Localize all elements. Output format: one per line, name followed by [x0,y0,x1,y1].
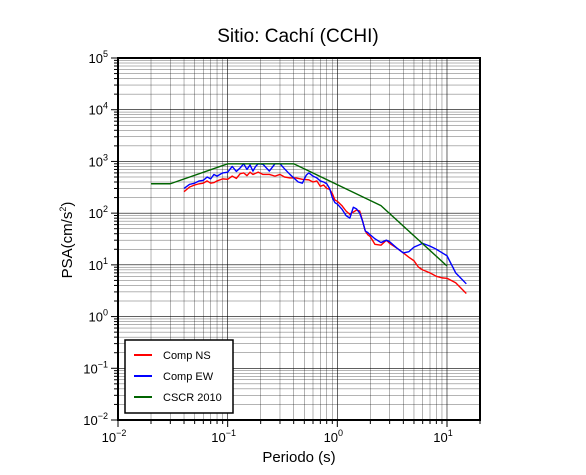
series-layer [151,163,467,294]
y-axis-label-sup: 2 [58,207,68,212]
y-axis-label-end: ) [59,202,76,207]
x-tick-label: 100 [324,428,343,445]
y-axis-label-main: PSA(cm/s [59,212,76,279]
legend: Comp NS Comp EW CSCR 2010 [124,339,234,414]
y-tick-label-exp: 5 [103,49,108,59]
x-tick-label-base: 10 [102,430,116,445]
y-tick-label: 104 [89,101,108,118]
x-tick-label-exp: 1 [448,428,453,438]
y-tick-label-base: 10 [89,103,103,118]
series-line-comp-ns [183,171,467,294]
y-tick-label-base: 10 [83,361,97,376]
y-tick-label: 10−2 [83,411,108,428]
chart-title: Sitio: Cachí (CCHI) [217,26,379,47]
plot-frame [117,57,481,421]
x-tick-label-exp: −1 [226,428,236,438]
y-tick-label-exp: 0 [103,308,108,318]
y-tick-label-base: 10 [89,258,103,273]
legend-label-comp-ns: Comp NS [163,350,211,362]
y-tick-label-exp: 4 [103,101,108,111]
y-tick-label: 103 [89,152,108,169]
legend-items: Comp NS Comp EW CSCR 2010 [134,350,222,404]
y-tick-label-base: 10 [89,51,103,66]
y-tick-label-exp: 3 [103,152,108,162]
series-line-cscr-2010 [151,163,448,267]
y-tick-label: 101 [89,256,108,273]
x-tick-label-base: 10 [324,430,338,445]
y-axis-label: PSA(cm/s2) [58,202,76,279]
y-tick-label-exp: −1 [98,359,108,369]
x-axis-label: Periodo (s) [262,449,335,466]
y-tick-label-base: 10 [89,154,103,169]
x-tick-label: 10−2 [102,428,127,445]
legend-label-comp-ew: Comp EW [163,371,214,383]
x-tick-label-base: 10 [433,430,447,445]
x-tick-label-exp: −2 [116,428,126,438]
series-line-comp-ew [183,163,467,285]
x-tick-label-exp: 0 [338,428,343,438]
legend-label-cscr-2010: CSCR 2010 [163,392,222,404]
y-tick-label: 102 [89,204,108,221]
y-tick-label-base: 10 [89,310,103,325]
y-tick-label-exp: 2 [103,204,108,214]
x-tick-label-base: 10 [211,430,225,445]
y-tick-label-exp: 1 [103,256,108,266]
ticks [111,57,481,427]
y-tick-label-base: 10 [83,413,97,428]
x-tick-label: 101 [433,428,452,445]
y-tick-label-base: 10 [89,206,103,221]
y-tick-label: 10−1 [83,359,108,376]
y-tick-label: 105 [89,49,108,66]
y-tick-label: 100 [89,308,108,325]
y-tick-label-exp: −2 [98,411,108,421]
x-tick-label: 10−1 [211,428,236,445]
grid [117,58,481,421]
